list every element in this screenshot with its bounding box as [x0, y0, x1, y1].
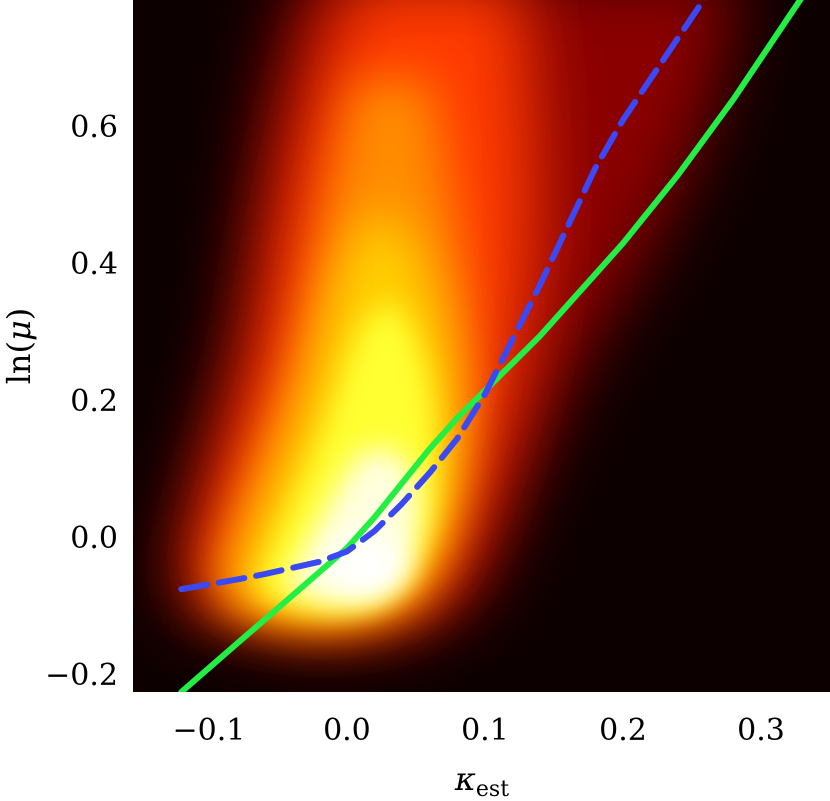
x-axis-ticks: −0.1 0.0 0.1 0.2 0.3 [172, 713, 784, 748]
x-tick-label: 0.2 [599, 713, 647, 748]
density-heatmap [133, 0, 830, 692]
y-tick-label: 0.2 [70, 384, 118, 419]
x-tick-label: 0.1 [461, 713, 509, 748]
x-tick-label: 0.3 [737, 713, 785, 748]
y-tick-label: 0.0 [70, 521, 118, 556]
density-peak [326, 535, 407, 596]
y-axis-ticks: −0.2 0.0 0.2 0.4 0.6 [45, 110, 118, 693]
curves [178, 0, 804, 692]
x-tick-label: 0.0 [323, 713, 371, 748]
series-line-solid [178, 0, 804, 692]
x-axis-label: κest [454, 760, 509, 801]
y-tick-label: −0.2 [45, 658, 118, 693]
y-tick-label: 0.6 [70, 110, 118, 145]
y-axis-label: ln(μ) [0, 308, 38, 385]
series-line-dashed [178, 0, 708, 593]
y-tick-label: 0.4 [70, 247, 118, 282]
x-tick-label: −0.1 [172, 713, 245, 748]
